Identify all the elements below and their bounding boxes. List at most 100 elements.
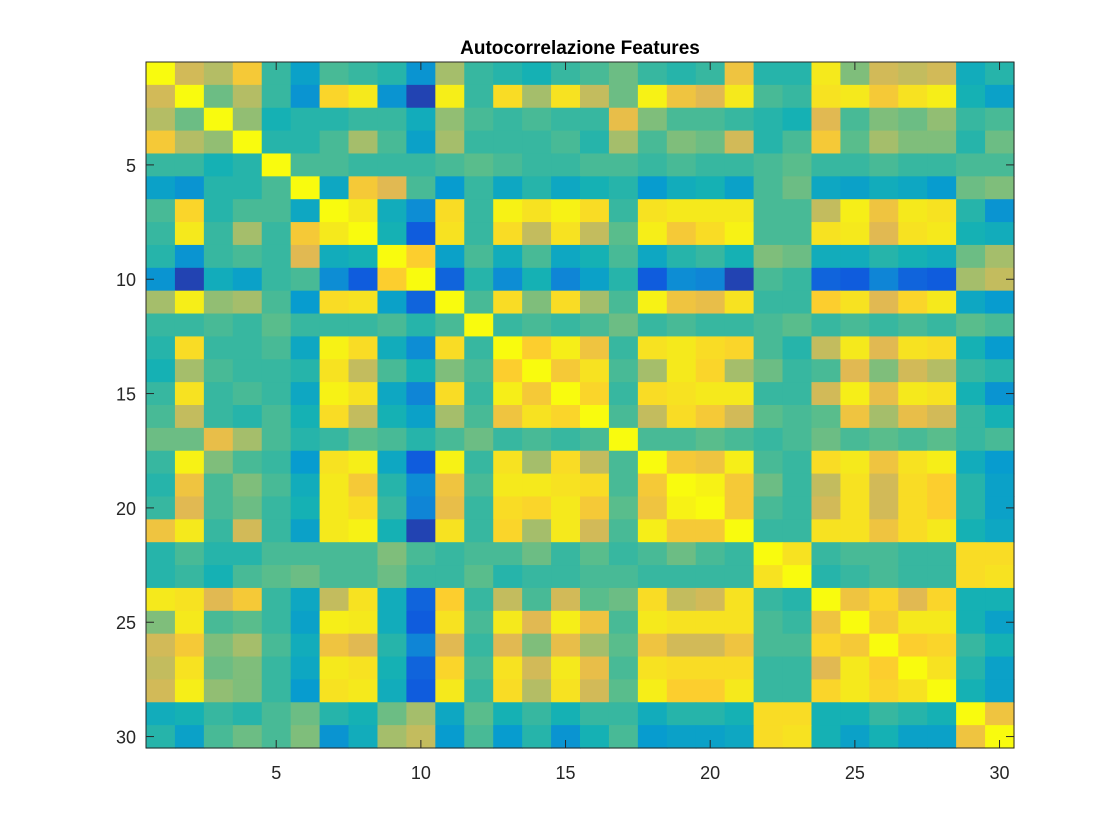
heatmap-cell — [782, 633, 813, 658]
heatmap-cell — [869, 519, 899, 543]
heatmap-cell — [637, 107, 668, 132]
heatmap-cell — [348, 450, 379, 475]
heatmap-cell — [522, 176, 552, 200]
heatmap-cell — [811, 130, 841, 155]
heatmap-cell — [695, 290, 726, 315]
heatmap-cell — [435, 153, 465, 177]
heatmap-cell — [464, 313, 494, 337]
heatmap-cell — [319, 587, 350, 612]
heatmap-cell — [290, 222, 321, 246]
heatmap-cell — [232, 62, 263, 86]
heatmap-cell — [261, 725, 292, 749]
heatmap-cell — [551, 725, 581, 749]
heatmap-cell — [551, 313, 581, 337]
heatmap-cell — [377, 290, 407, 315]
heatmap-cell — [319, 565, 350, 589]
heatmap-cell — [551, 587, 581, 612]
heatmap-cell — [319, 359, 350, 383]
heatmap-cell — [290, 267, 321, 292]
heatmap-cell — [348, 244, 379, 269]
heatmap-cell — [666, 702, 697, 726]
heatmap-cell — [348, 587, 379, 612]
heatmap-cell — [522, 450, 552, 475]
heatmap-cell — [637, 336, 668, 360]
heatmap-cell — [319, 84, 350, 109]
heatmap-cell — [985, 496, 1015, 520]
heatmap-cell — [580, 542, 610, 566]
heatmap-cell — [956, 542, 986, 566]
heatmap-cell — [348, 313, 379, 337]
heatmap-cell — [377, 130, 407, 155]
heatmap-cell — [666, 496, 697, 520]
heatmap-cell — [608, 542, 639, 566]
heatmap-cell — [753, 587, 784, 612]
heatmap-cell — [782, 702, 813, 726]
heatmap-cell — [898, 176, 928, 200]
heatmap-cell — [608, 62, 639, 86]
heatmap-cell — [782, 62, 813, 86]
heatmap-cell — [956, 587, 986, 612]
heatmap-cell — [377, 313, 407, 337]
heatmap-cell — [551, 656, 581, 680]
heatmap-cell — [724, 199, 755, 223]
heatmap-cell — [261, 656, 292, 680]
heatmap-cell — [927, 336, 957, 360]
heatmap-cell — [985, 382, 1015, 406]
heatmap-cell — [724, 382, 755, 406]
heatmap-cell — [898, 336, 928, 360]
heatmap-cell — [927, 290, 957, 315]
heatmap-cell — [290, 496, 321, 520]
heatmap-cell — [493, 336, 523, 360]
heatmap-cell — [985, 450, 1015, 475]
heatmap-cell — [637, 62, 668, 86]
heatmap-cell — [522, 336, 552, 360]
heatmap-cell — [840, 107, 870, 132]
heatmap-cell — [985, 130, 1015, 155]
heatmap-cell — [377, 267, 407, 292]
heatmap-cell — [232, 610, 263, 635]
heatmap-cell — [146, 382, 176, 406]
heatmap-cell — [811, 587, 841, 612]
heatmap-cell — [174, 633, 205, 658]
heatmap-cell — [377, 153, 407, 177]
heatmap-cell — [435, 359, 465, 383]
heatmap-cell — [811, 519, 841, 543]
heatmap-cell — [782, 84, 813, 109]
heatmap-cell — [377, 359, 407, 383]
heatmap-cell — [898, 130, 928, 155]
heatmap-cell — [608, 313, 639, 337]
heatmap-cell — [782, 725, 813, 749]
heatmap-cell — [753, 382, 784, 406]
heatmap-cell — [348, 725, 379, 749]
heatmap-cell — [290, 359, 321, 383]
heatmap-cell — [493, 587, 523, 612]
heatmap-cell — [348, 62, 379, 86]
x-tick-label: 15 — [556, 763, 576, 783]
heatmap-cell — [666, 679, 697, 703]
heatmap-cell — [146, 107, 176, 132]
heatmap-cell — [435, 130, 465, 155]
heatmap-cell — [985, 176, 1015, 200]
heatmap-cell — [232, 244, 263, 269]
heatmap-cell — [174, 519, 205, 543]
heatmap-cell — [637, 473, 668, 498]
heatmap-cell — [898, 679, 928, 703]
heatmap-cell — [146, 656, 176, 680]
heatmap-cell — [146, 336, 176, 360]
heatmap-cell — [637, 633, 668, 658]
heatmap-cell — [753, 565, 784, 589]
heatmap-cell — [522, 427, 552, 452]
heatmap-cell — [146, 702, 176, 726]
heatmap-cell — [146, 496, 176, 520]
heatmap-cell — [348, 702, 379, 726]
heatmap-cell — [377, 405, 407, 429]
heatmap-cell — [522, 244, 552, 269]
heatmap-cell — [435, 473, 465, 498]
heatmap-cell — [203, 656, 234, 680]
heatmap-cell — [927, 313, 957, 337]
heatmap-cell — [608, 290, 639, 315]
heatmap-cell — [869, 382, 899, 406]
heatmap-cells — [146, 62, 1015, 749]
heatmap-cell — [377, 496, 407, 520]
heatmap-cell — [637, 656, 668, 680]
